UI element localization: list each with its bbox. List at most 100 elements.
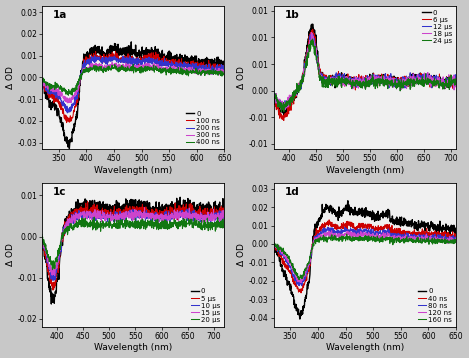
5 µs [145, 208, 151, 213]
160 ns [454, 240, 459, 245]
120 ns [298, 280, 304, 285]
12 µs [282, 98, 288, 103]
6 µs [377, 76, 383, 80]
0 [178, 62, 184, 66]
80 ns [410, 233, 416, 238]
Line: 20 µs: 20 µs [42, 217, 225, 270]
24 µs [428, 82, 434, 86]
Line: 24 µs: 24 µs [273, 39, 456, 112]
40 ns [326, 218, 332, 222]
20 µs [222, 225, 227, 229]
120 ns [271, 243, 276, 247]
18 µs [410, 74, 416, 79]
100 ns [113, 49, 118, 54]
40 ns [454, 231, 459, 236]
6 µs [271, 101, 276, 105]
Line: 6 µs: 6 µs [273, 29, 456, 121]
24 µs [377, 77, 383, 81]
80 ns [454, 237, 459, 241]
40 ns [271, 246, 276, 250]
0 [177, 195, 183, 199]
0 [156, 55, 161, 59]
Legend: 0, 5 µs, 10 µs, 15 µs, 20 µs: 0, 5 µs, 10 µs, 15 µs, 20 µs [190, 288, 221, 323]
10 µs [156, 214, 161, 218]
0 [178, 209, 184, 214]
Line: 80 ns: 80 ns [273, 227, 456, 286]
5 µs [197, 209, 203, 214]
300 ns [156, 65, 161, 69]
0 [387, 218, 393, 222]
20 µs [197, 224, 203, 229]
24 µs [454, 79, 459, 83]
0 [454, 226, 459, 230]
40 ns [298, 291, 304, 295]
12 µs [454, 77, 459, 81]
160 ns [271, 241, 276, 246]
15 µs [222, 217, 227, 221]
0 [222, 62, 227, 66]
400 ns [145, 67, 151, 71]
100 ns [156, 59, 161, 63]
0 [377, 213, 383, 217]
0 [145, 50, 151, 54]
24 µs [387, 82, 393, 87]
400 ns [130, 62, 136, 66]
Line: 160 ns: 160 ns [273, 234, 456, 280]
20 µs [91, 215, 97, 219]
200 ns [145, 56, 151, 60]
0 [67, 146, 72, 151]
160 ns [344, 232, 349, 236]
Legend: 0, 100 ns, 200 ns, 300 ns, 400 ns: 0, 100 ns, 200 ns, 300 ns, 400 ns [185, 110, 221, 146]
5 µs [39, 241, 45, 245]
12 µs [428, 76, 434, 80]
300 ns [65, 101, 70, 105]
0 [387, 80, 393, 84]
20 µs [178, 223, 184, 227]
40 ns [377, 225, 383, 229]
Text: 1b: 1b [285, 10, 299, 20]
300 ns [151, 62, 156, 66]
10 µs [197, 215, 203, 219]
10 µs [51, 278, 57, 282]
80 ns [377, 231, 383, 236]
Y-axis label: Δ OD: Δ OD [6, 243, 15, 266]
10 µs [178, 213, 183, 218]
120 ns [282, 252, 287, 256]
Legend: 0, 6 µs, 12 µs, 18 µs, 24 µs: 0, 6 µs, 12 µs, 18 µs, 24 µs [422, 9, 453, 45]
200 ns [65, 111, 70, 115]
5 µs [151, 211, 156, 215]
0 [156, 209, 161, 213]
15 µs [50, 267, 56, 272]
Legend: 0, 40 ns, 80 ns, 120 ns, 160 ns: 0, 40 ns, 80 ns, 120 ns, 160 ns [417, 288, 453, 323]
Line: 200 ns: 200 ns [42, 56, 225, 113]
0 [377, 77, 383, 81]
200 ns [178, 61, 184, 65]
15 µs [145, 214, 151, 218]
12 µs [271, 95, 276, 100]
0 [281, 114, 287, 118]
10 µs [184, 207, 190, 211]
6 µs [428, 81, 434, 86]
80 ns [325, 225, 330, 229]
12 µs [281, 107, 287, 111]
100 ns [178, 62, 184, 66]
X-axis label: Wavelength (nm): Wavelength (nm) [94, 166, 172, 175]
Line: 120 ns: 120 ns [273, 231, 456, 282]
200 ns [156, 59, 161, 63]
120 ns [454, 239, 459, 243]
160 ns [282, 250, 287, 254]
0 [222, 206, 227, 210]
120 ns [377, 235, 383, 239]
24 µs [282, 102, 288, 107]
24 µs [410, 79, 416, 84]
80 ns [382, 229, 388, 233]
15 µs [151, 213, 156, 217]
Y-axis label: Δ OD: Δ OD [237, 66, 246, 89]
18 µs [387, 81, 393, 85]
Line: 15 µs: 15 µs [42, 208, 225, 276]
100 ns [64, 121, 69, 125]
12 µs [310, 32, 315, 37]
X-axis label: Wavelength (nm): Wavelength (nm) [326, 166, 404, 175]
6 µs [281, 118, 287, 123]
100 ns [222, 61, 227, 66]
